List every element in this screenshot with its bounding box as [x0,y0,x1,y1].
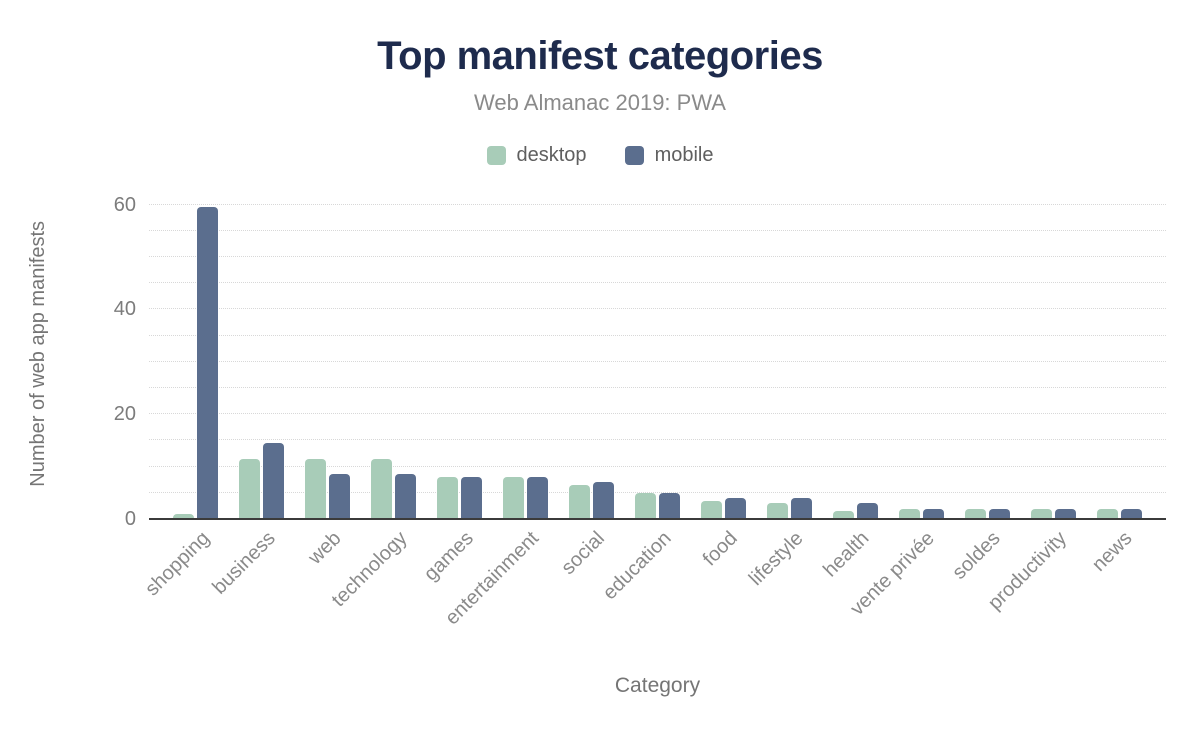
x-axis-line [149,518,1166,520]
x-axis-category-label: news [1088,527,1137,576]
bar-group-productivity [1020,508,1086,519]
gridline [149,439,1166,441]
bar-desktop-entertainment [503,477,525,519]
legend-item-desktop: desktop [486,144,587,167]
bar-mobile-health [856,503,878,519]
x-axis-title-wrap: Category [149,674,1166,698]
bar-mobile-soldes [988,508,1010,519]
x-axis-category-label: lifestyle [744,527,808,591]
legend-swatch-desktop [486,146,506,165]
gridline [149,413,1166,415]
bar-mobile-productivity [1054,508,1076,519]
bar-desktop-games [437,477,459,519]
chart-legend: desktop mobile [0,144,1200,167]
bar-desktop-technology [371,458,393,519]
bar-mobile-social [593,482,615,519]
plot-area: 0 20 40 60 shopping business web technology game… [114,189,1166,629]
gridline [149,229,1166,231]
y-tick-label: 40 [113,298,136,321]
bar-group-technology [361,458,427,519]
y-axis-title-wrap: Number of web app manifests [16,189,60,519]
x-axis-category-label: business [208,527,280,599]
bar-group-web [295,458,361,519]
gridline [149,256,1166,258]
bar-group-soldes [954,508,1020,519]
bar-desktop-education [635,492,657,519]
bar-desktop-vente-privée [898,508,920,519]
x-axis-title: Category [614,674,701,697]
bar-mobile-games [461,477,483,519]
bars-container [149,189,1166,519]
bar-mobile-food [724,498,746,519]
x-axis-category-label: education [598,527,676,605]
bar-mobile-technology [395,474,417,519]
y-tick-label: 60 [113,193,136,216]
x-axis-category-label: health [819,527,874,582]
bar-mobile-lifestyle [790,498,812,519]
bar-group-food [691,498,757,519]
x-axis-category-label: web [304,527,346,569]
gridline [149,387,1166,389]
bar-mobile-web [329,474,351,519]
bar-group-news [1086,508,1152,519]
legend-swatch-mobile [624,146,644,165]
gridline [149,334,1166,336]
chart-title: Top manifest categories [377,34,823,78]
bar-desktop-business [239,458,261,519]
gridline [149,282,1166,284]
y-tick-label: 20 [113,403,136,426]
bar-mobile-entertainment [527,477,549,519]
x-axis-category-label: games [419,527,478,586]
bar-desktop-soldes [964,508,986,519]
gridline [149,491,1166,493]
bar-mobile-news [1120,508,1142,519]
bar-group-business [229,443,295,519]
bar-desktop-health [832,511,854,519]
bar-mobile-vente-privée [922,508,944,519]
x-axis-category-label: food [698,527,742,571]
bar-group-vente-privée [888,508,954,519]
legend-item-mobile: mobile [624,144,714,167]
gridline [149,360,1166,362]
bar-desktop-web [305,458,327,519]
gridline [149,308,1166,310]
bar-desktop-news [1096,508,1118,519]
bar-mobile-education [659,492,681,519]
bar-group-health [822,503,888,519]
bar-group-education [625,492,691,519]
gridline [149,465,1166,467]
y-axis-title: Number of web app manifests [26,221,49,487]
bar-desktop-social [569,484,591,519]
bar-group-social [559,482,625,519]
x-axis-category-label: soldes [948,527,1006,584]
bar-desktop-shopping [173,513,195,519]
bar-mobile-business [263,443,285,519]
x-axis-category-label: shopping [140,527,214,601]
x-axis-category-label: social [557,527,610,580]
bar-desktop-food [700,500,722,519]
bar-group-games [427,477,493,519]
y-tick-label: 0 [124,508,136,530]
bar-group-shopping [163,207,229,519]
bar-desktop-lifestyle [766,503,788,519]
bar-group-entertainment [493,477,559,519]
bar-mobile-shopping [197,207,219,519]
chart-subtitle: Web Almanac 2019: PWA [474,90,726,115]
gridline [149,203,1166,205]
legend-label-mobile: mobile [654,144,714,166]
legend-label-desktop: desktop [516,144,587,166]
bar-desktop-productivity [1030,508,1052,519]
bar-group-lifestyle [756,498,822,519]
